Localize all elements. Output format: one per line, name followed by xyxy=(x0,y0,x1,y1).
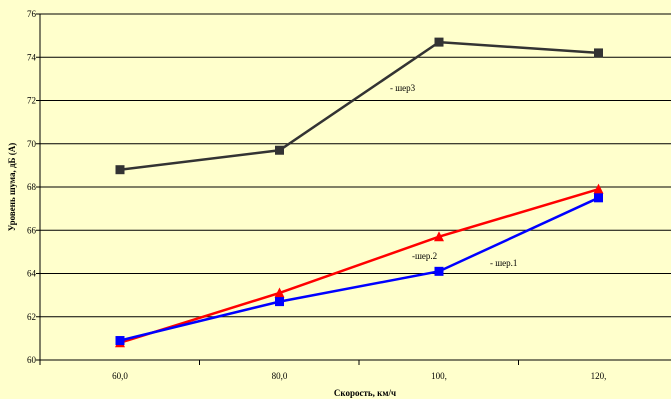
y-tick-label: 70 xyxy=(27,139,37,149)
series-group xyxy=(115,37,604,348)
data-point-marker xyxy=(115,165,125,175)
series-label-sher3: - шер3 xyxy=(390,83,416,93)
data-point-marker xyxy=(434,37,444,47)
x-axis-title: Скорость, км/ч xyxy=(334,388,396,398)
data-point-marker xyxy=(593,183,604,194)
series-label-sher1: - шер.1 xyxy=(490,258,517,268)
series-line xyxy=(119,187,599,344)
series-label-sher2: -шер.2 xyxy=(412,251,437,261)
series-labels: - шер3 -шер.2 - шер.1 xyxy=(390,83,517,268)
x-tick-label: 60,0 xyxy=(112,371,128,381)
grid-lines xyxy=(40,13,671,318)
axes xyxy=(36,13,671,365)
x-tick-labels: 60,0 80,0 100, 120, xyxy=(112,371,606,381)
y-tick-label: 60 xyxy=(27,355,37,365)
x-tick-label: 120, xyxy=(591,371,607,381)
y-tick-labels: 60 62 64 66 68 70 72 74 76 xyxy=(27,9,37,365)
series-line xyxy=(119,40,599,171)
x-tick-label: 100, xyxy=(431,371,447,381)
y-tick-label: 74 xyxy=(27,52,37,62)
data-point-marker xyxy=(115,336,125,346)
data-point-marker xyxy=(594,48,603,58)
data-point-marker xyxy=(434,231,444,242)
y-tick-label: 66 xyxy=(27,225,37,235)
y-tick-label: 64 xyxy=(27,269,37,279)
y-tick-label: 76 xyxy=(27,9,37,19)
data-point-marker xyxy=(275,297,284,307)
y-tick-label: 68 xyxy=(27,182,37,192)
data-point-marker xyxy=(274,287,285,298)
series-line xyxy=(119,196,600,342)
data-point-marker xyxy=(434,266,444,276)
y-tick-label: 72 xyxy=(27,96,36,106)
y-tick-label: 62 xyxy=(27,312,36,322)
data-point-marker xyxy=(275,145,284,155)
y-axis-title: Уровень шума, дБ (А) xyxy=(7,143,17,232)
data-point-marker xyxy=(594,193,603,203)
x-tick-label: 80,0 xyxy=(272,371,288,381)
